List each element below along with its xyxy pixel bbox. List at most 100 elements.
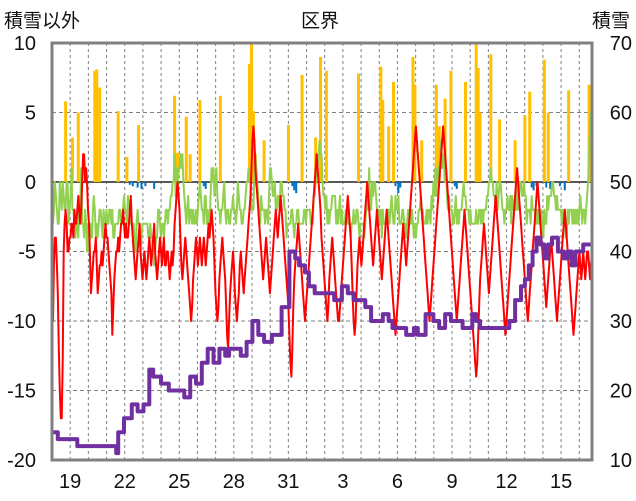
precip-bar [251, 111, 255, 182]
precip-bar [546, 112, 550, 182]
precip-bar [176, 152, 180, 182]
right-tick-label: 10 [610, 450, 632, 472]
precip-bar [489, 54, 493, 183]
sunshine-bar [131, 182, 134, 187]
precip-bar [356, 73, 360, 182]
precip-bar [379, 66, 383, 182]
sunshine-bar [144, 182, 147, 187]
precip-bar [434, 84, 438, 182]
x-tick-label: 22 [114, 471, 136, 493]
sunshine-bar [453, 182, 456, 187]
plot-frame [50, 41, 594, 462]
precip-bar [513, 140, 517, 182]
sunshine-bar [549, 182, 552, 189]
precip-bar [262, 140, 266, 182]
precip-bar [542, 59, 546, 182]
precip-bar [98, 87, 102, 182]
sunshine-bar [530, 182, 533, 188]
left-tick-label: -10 [7, 311, 36, 333]
left-axis-ticks: 10 5 0 -5 -10 -15 -20 [7, 33, 36, 472]
sunshine-bar [140, 182, 143, 189]
sunshine-bar [204, 182, 207, 189]
right-tick-label: 50 [610, 172, 632, 194]
left-axis-label: 積雪以外 [4, 10, 80, 32]
precip-bar [319, 56, 323, 182]
precip-bar [324, 70, 328, 182]
sunshine-bar [202, 182, 205, 187]
right-axis-ticks: 70 60 50 40 30 20 10 [610, 33, 632, 472]
right-tick-label: 70 [610, 33, 632, 55]
sunshine-bar [291, 182, 294, 187]
sunshine-bar [532, 182, 535, 191]
precip-bar [392, 81, 396, 182]
right-tick-label: 30 [610, 311, 632, 333]
left-tick-label: -20 [7, 450, 36, 472]
precip-bar [464, 81, 468, 182]
precip-bar [476, 68, 480, 182]
sunshine-bar [295, 182, 298, 194]
sunshine-bar [397, 182, 400, 194]
x-tick-label: 28 [223, 471, 245, 493]
temp-min-line [51, 125, 593, 420]
precip-bar [474, 43, 478, 182]
right-tick-label: 20 [610, 381, 632, 403]
precip-bar [76, 112, 80, 182]
precip-bar [449, 70, 453, 182]
x-tick-label: 3 [337, 471, 348, 493]
precip-bar [300, 74, 304, 182]
temp-max-line [51, 111, 593, 267]
precip-bar [137, 125, 141, 182]
precip-bar [64, 101, 68, 182]
right-axis-label: 積雪 [592, 10, 630, 32]
left-tick-label: -15 [7, 381, 36, 403]
precip-bar [198, 99, 202, 182]
precip-bar [116, 111, 120, 182]
sunshine-bar [558, 182, 561, 187]
precip-bar [528, 91, 532, 182]
left-tick-label: 10 [14, 33, 36, 55]
precip-bar [498, 119, 502, 182]
precip-bar [523, 115, 527, 182]
precip-bar [70, 137, 74, 182]
chart-title: 区界 [301, 11, 339, 32]
sunshine-bar [136, 182, 139, 188]
precip-bar [286, 125, 290, 182]
sunshine-bar [128, 182, 131, 185]
x-tick-label: 25 [168, 471, 190, 493]
left-tick-label: -5 [18, 242, 36, 264]
sunshine-bar [394, 182, 397, 187]
precip-bar [249, 44, 253, 182]
x-tick-label: 6 [392, 471, 403, 493]
precip-bar [381, 99, 385, 182]
sunshine-bar [293, 182, 296, 191]
sunshine-bar [399, 182, 402, 188]
precip-bar [387, 126, 391, 182]
sunshine-bar [545, 182, 548, 188]
precip-bar [93, 70, 97, 182]
x-tick-label: 19 [59, 471, 81, 493]
sunshine-bar [455, 182, 458, 189]
precip-bar [478, 112, 482, 182]
x-tick-label: 15 [550, 471, 572, 493]
sunshine-bar [563, 182, 566, 191]
precip-bar [420, 140, 424, 182]
series-lines [51, 111, 593, 456]
precip-bar [188, 154, 192, 182]
snow-depth-line [52, 235, 592, 456]
precip-bar [184, 116, 188, 182]
precip-bar [248, 63, 252, 182]
x-tick-label: 9 [446, 471, 457, 493]
right-tick-label: 40 [610, 242, 632, 264]
x-tick-label: 12 [495, 471, 517, 493]
x-axis-ticks: 19 22 25 28 31 3 6 9 12 15 [59, 471, 572, 493]
precip-bar [411, 56, 415, 182]
left-tick-label: 5 [25, 103, 36, 125]
precip-bar [125, 156, 129, 182]
precip-bar [95, 69, 99, 182]
sunshine-bar [153, 182, 156, 189]
precip-bar [218, 95, 222, 182]
precip-bar [173, 95, 177, 182]
left-tick-label: 0 [25, 172, 36, 194]
right-tick-label: 60 [610, 103, 632, 125]
